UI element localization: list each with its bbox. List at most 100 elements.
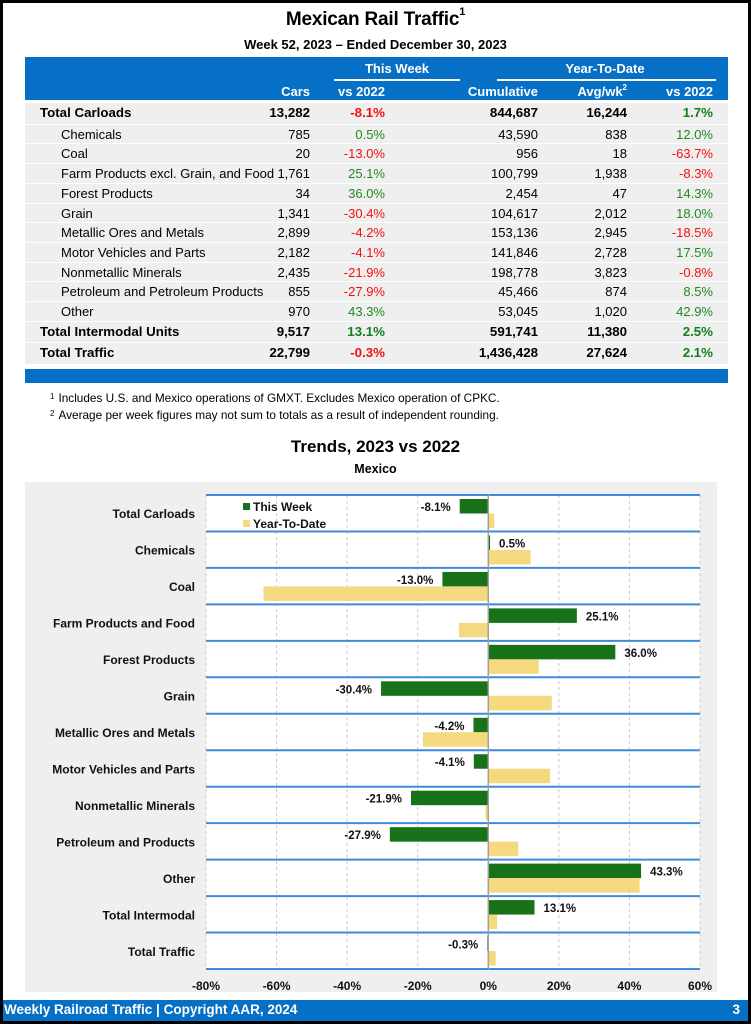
cell-ytd-vs-2022: 18.0% bbox=[676, 205, 713, 221]
cell-cumulative: 1,436,428 bbox=[478, 345, 538, 361]
bar-ytd bbox=[488, 768, 551, 784]
bar-this-week bbox=[488, 900, 535, 915]
x-tick-label: -40% bbox=[333, 979, 361, 992]
cell-cars: 34 bbox=[295, 185, 310, 201]
chart-title: Trends, 2023 vs 2022 bbox=[290, 437, 461, 456]
footnotes: 1 Includes U.S. and Mexico operations of … bbox=[50, 390, 500, 424]
bar-ytd bbox=[488, 951, 496, 966]
cell-ytd-vs-2022: 2.5% bbox=[682, 323, 713, 339]
x-tick-label: 0% bbox=[480, 979, 498, 992]
row-label: Forest Products bbox=[61, 185, 153, 201]
cell-cumulative: 956 bbox=[516, 146, 538, 162]
cell-cumulative: 153,136 bbox=[491, 225, 538, 241]
cell-cumulative: 2,454 bbox=[505, 185, 538, 201]
category-label: Total Intermodal bbox=[103, 908, 195, 922]
col-header-cumulative: Cumulative bbox=[467, 84, 538, 99]
category-label: Total Carloads bbox=[113, 507, 196, 521]
category-label: Petroleum and Products bbox=[56, 835, 195, 849]
category-label: Total Traffic bbox=[128, 945, 195, 959]
x-tick-label: -80% bbox=[192, 979, 220, 992]
cell-cars: 1,341 bbox=[277, 205, 310, 221]
cell-cumulative: 844,687 bbox=[489, 105, 538, 120]
bar-this-week bbox=[488, 535, 491, 550]
report-page: Mexican Rail Traffic1 Week 52, 2023 – En… bbox=[3, 3, 748, 1021]
cell-ytd-vs-2022: 8.5% bbox=[683, 284, 713, 300]
row-label: Total Intermodal Units bbox=[40, 323, 180, 339]
cell-cars-vs-2022: 36.0% bbox=[348, 185, 385, 201]
group-underline-this-week bbox=[334, 79, 460, 81]
footnote: 1 Includes U.S. and Mexico operations of … bbox=[50, 391, 500, 405]
cell-ytd-vs-2022: 12.0% bbox=[676, 126, 713, 142]
category-label: Chemicals bbox=[135, 544, 195, 558]
category-label: Coal bbox=[169, 580, 195, 594]
data-label-this-week: -21.9% bbox=[366, 794, 402, 806]
cell-avg-wk: 16,244 bbox=[586, 105, 627, 120]
bar-this-week bbox=[442, 571, 489, 587]
data-label-this-week: 0.5% bbox=[499, 538, 525, 550]
legend-swatch-ytd bbox=[243, 520, 250, 527]
category-label: Grain bbox=[164, 690, 195, 704]
cell-cumulative: 45,466 bbox=[498, 284, 538, 300]
table-row: Forest Products 34 36.0% 2,454 47 14.3% bbox=[25, 183, 728, 204]
table-row: Petroleum and Petroleum Products 855 -27.9… bbox=[25, 282, 728, 302]
table-row: Chemicals 785 0.5% 43,590 838 12.0% bbox=[25, 124, 728, 145]
data-label-this-week: -27.9% bbox=[344, 830, 380, 842]
cell-cars-vs-2022: -4.2% bbox=[351, 225, 385, 241]
cell-avg-wk: 18 bbox=[612, 146, 627, 162]
legend-label-ytd: Year-To-Date bbox=[253, 517, 326, 531]
row-label: Chemicals bbox=[61, 126, 122, 142]
cell-cumulative: 141,846 bbox=[491, 244, 538, 260]
cell-cars-vs-2022: 25.1% bbox=[348, 166, 385, 182]
cell-cars: 9,517 bbox=[276, 323, 310, 339]
x-tick-label: 20% bbox=[547, 979, 571, 992]
row-label: Petroleum and Petroleum Products bbox=[61, 284, 264, 300]
page-subtitle: Week 52, 2023 – Ended December 30, 2023 bbox=[244, 37, 507, 52]
row-label: Motor Vehicles and Parts bbox=[61, 244, 206, 260]
page-title: Mexican Rail Traffic1 bbox=[285, 6, 466, 30]
cell-cars-vs-2022: 43.3% bbox=[348, 303, 385, 319]
cell-cars: 2,182 bbox=[277, 244, 310, 260]
table-row: Grain 1,341 -30.4% 104,617 2,012 18.0% bbox=[25, 203, 728, 224]
bar-ytd bbox=[263, 586, 489, 601]
cell-avg-wk: 838 bbox=[605, 126, 627, 142]
cell-avg-wk: 2,012 bbox=[594, 205, 627, 221]
cell-cars-vs-2022: -8.1% bbox=[350, 105, 385, 120]
x-tick-label: 40% bbox=[617, 979, 641, 992]
table-row: Total Carloads 13,282 -8.1% 844,687 16,244 1.… bbox=[25, 103, 728, 125]
trends-bar-chart: -8.1% Total Carloads 0.5% Chemicals -13.0% Co… bbox=[52, 494, 712, 992]
cell-cars-vs-2022: -13.0% bbox=[343, 146, 385, 162]
cell-cars: 855 bbox=[288, 284, 310, 300]
bar-this-week bbox=[381, 681, 489, 696]
x-tick-label: 60% bbox=[688, 979, 712, 992]
col-header-ytd-vs: vs 2022 bbox=[666, 84, 713, 99]
category-label: Farm Products and Food bbox=[53, 617, 195, 631]
x-tick-label: -20% bbox=[404, 979, 432, 992]
bar-this-week bbox=[488, 608, 577, 623]
title-footnote-mark: 1 bbox=[459, 6, 466, 18]
bar-ytd bbox=[423, 732, 489, 747]
cell-cars-vs-2022: -21.9% bbox=[343, 264, 385, 280]
row-label: Metallic Ores and Metals bbox=[61, 225, 205, 241]
cell-ytd-vs-2022: 17.5% bbox=[676, 244, 713, 260]
cell-avg-wk: 47 bbox=[612, 185, 627, 201]
bar-this-week bbox=[473, 717, 489, 733]
cell-cars: 785 bbox=[288, 126, 310, 142]
row-label: Coal bbox=[61, 146, 88, 162]
cell-avg-wk: 2,945 bbox=[594, 225, 627, 241]
col-header-cars-vs: vs 2022 bbox=[338, 84, 385, 99]
cell-ytd-vs-2022: -0.8% bbox=[679, 264, 713, 280]
data-label-this-week: 36.0% bbox=[624, 648, 657, 660]
cell-cars-vs-2022: -30.4% bbox=[343, 205, 385, 221]
bar-ytd bbox=[488, 878, 640, 893]
cell-cumulative: 43,590 bbox=[498, 126, 538, 142]
row-label: Nonmetallic Minerals bbox=[61, 264, 182, 280]
category-label: Motor Vehicles and Parts bbox=[52, 762, 195, 776]
cell-cars-vs-2022: -27.9% bbox=[343, 284, 385, 300]
footnote: 2 Average per week figures may not sum to… bbox=[50, 408, 499, 422]
bar-ytd bbox=[488, 841, 519, 857]
category-label: Nonmetallic Minerals bbox=[75, 799, 195, 813]
cell-cars-vs-2022: 13.1% bbox=[347, 323, 385, 339]
cell-ytd-vs-2022: 14.3% bbox=[676, 185, 713, 201]
cell-ytd-vs-2022: -18.5% bbox=[671, 225, 713, 241]
table-row: Motor Vehicles and Parts 2,182 -4.1% 141,84… bbox=[25, 242, 728, 263]
